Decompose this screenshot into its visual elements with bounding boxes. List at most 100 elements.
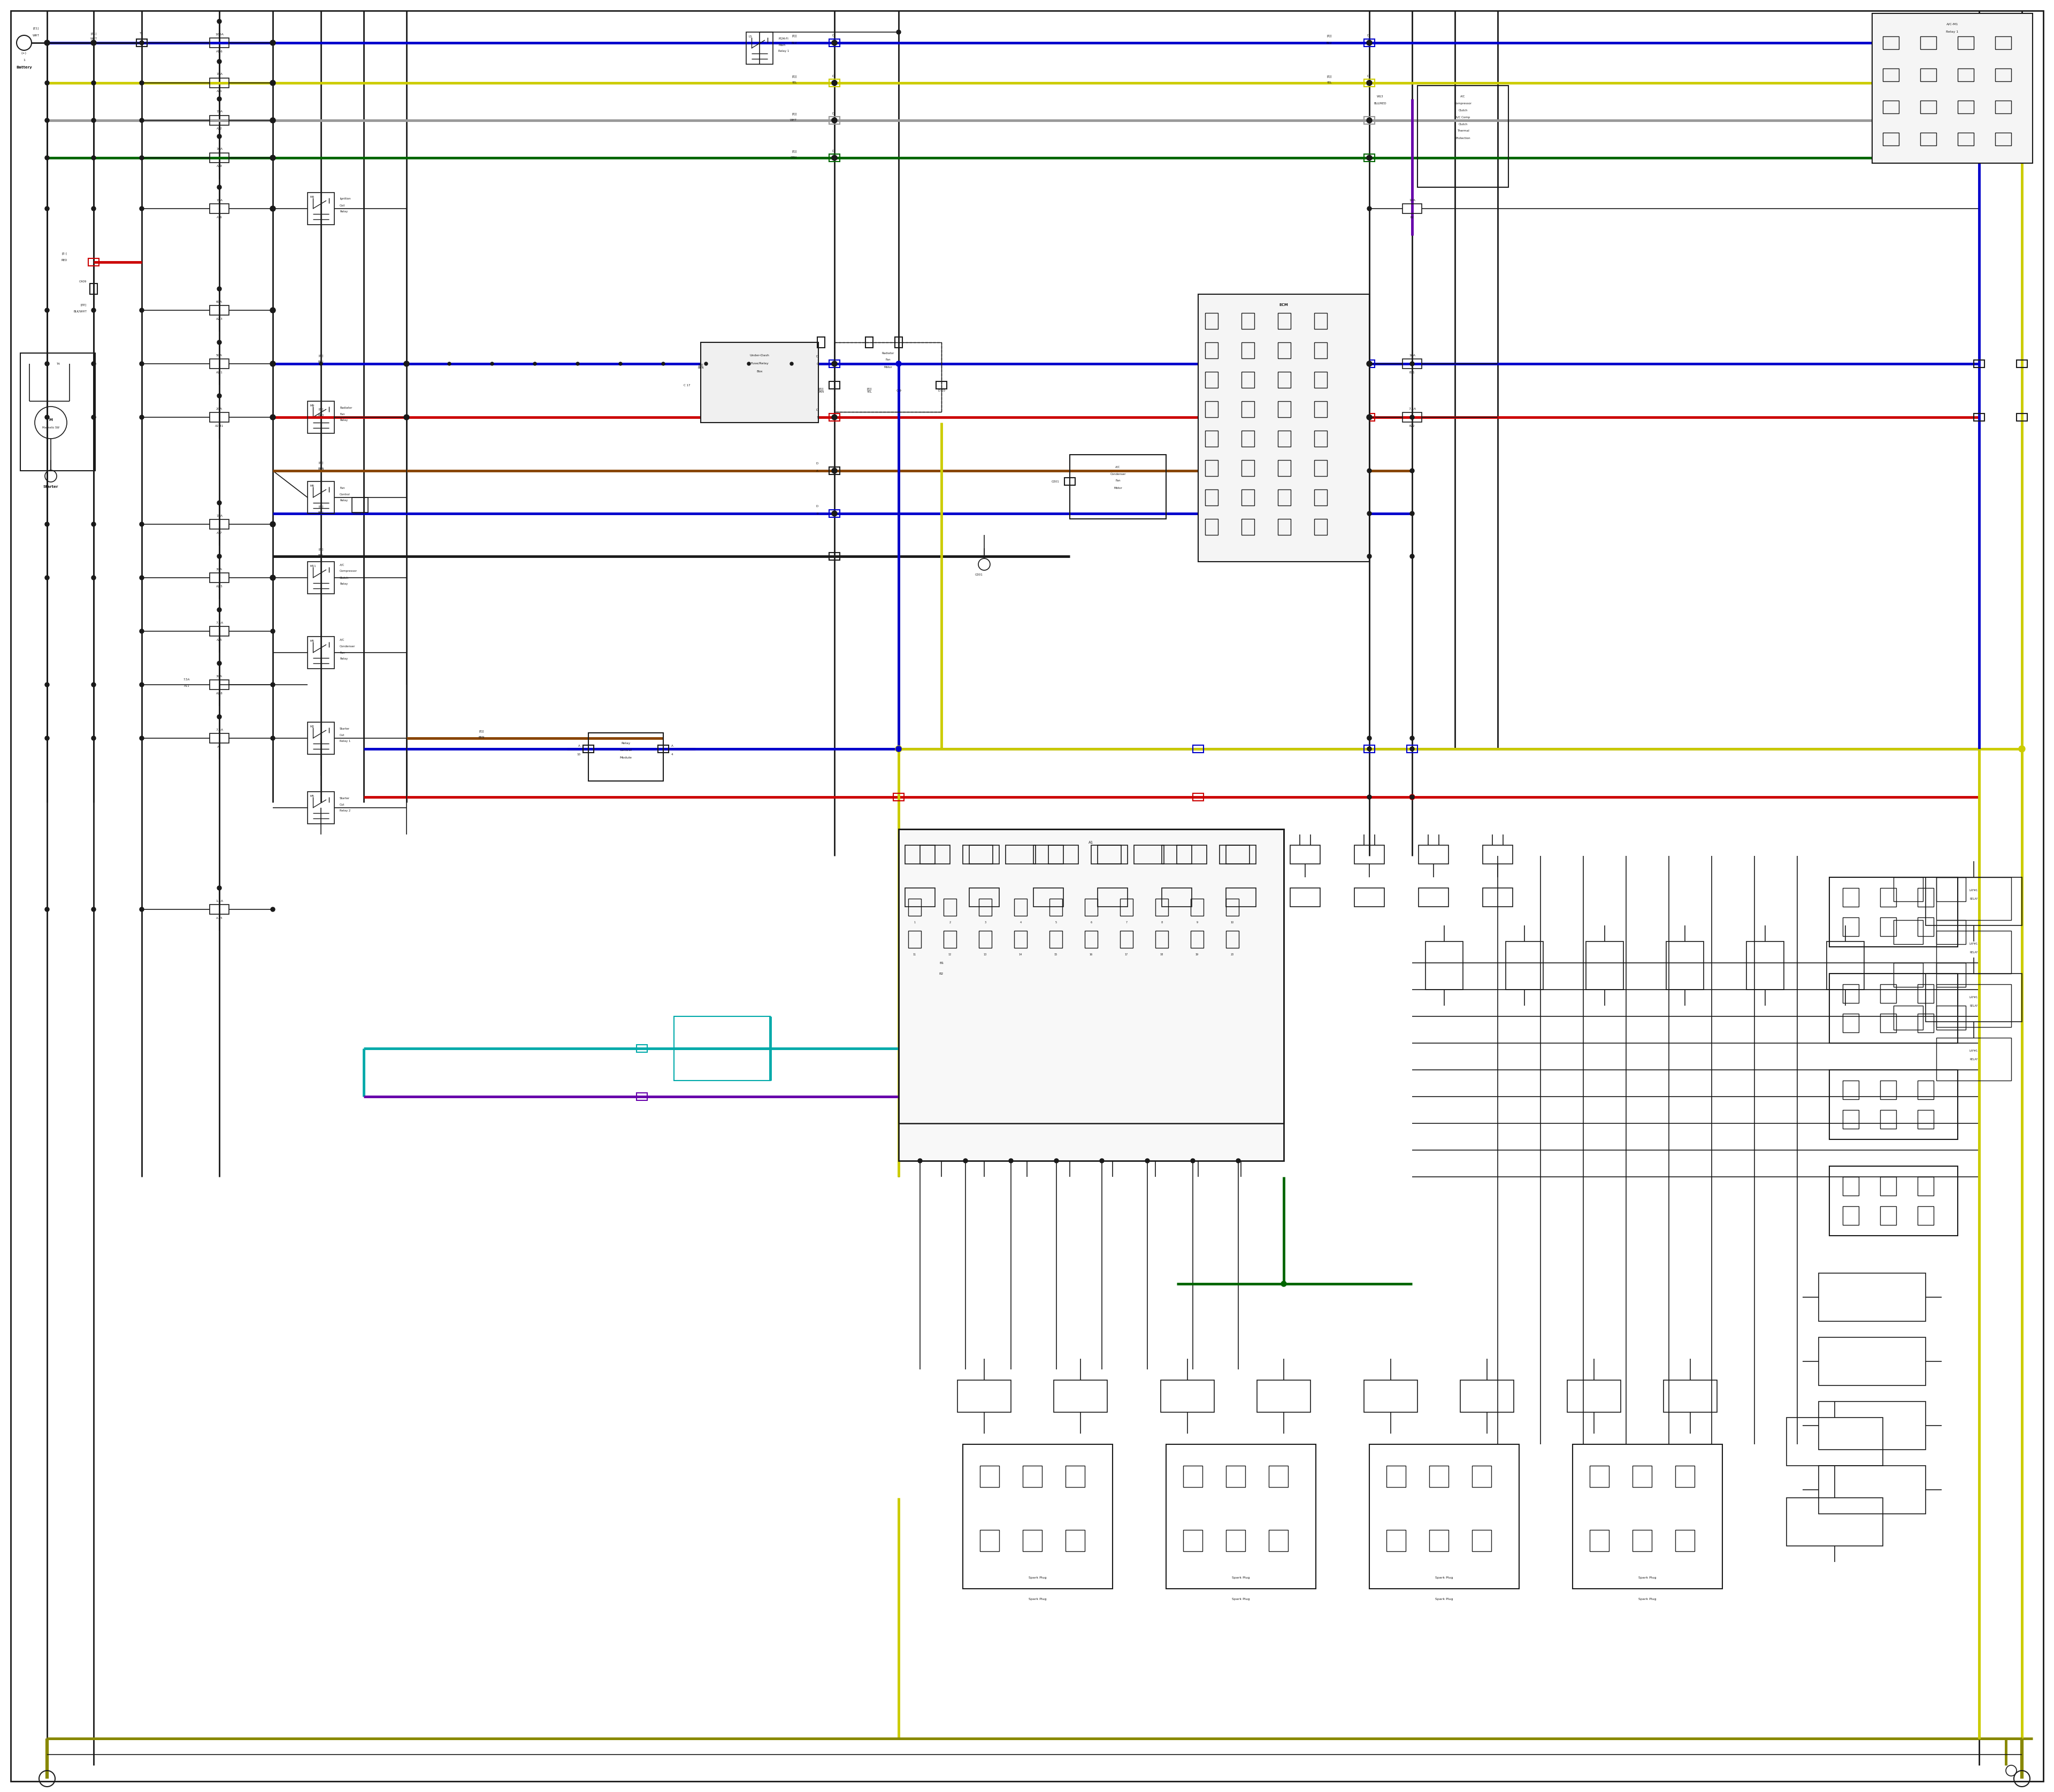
Bar — [1918, 1081, 1933, 1098]
Bar — [1315, 520, 1327, 536]
Bar — [1257, 1380, 1310, 1412]
Bar — [1920, 133, 1937, 145]
Bar — [210, 305, 228, 315]
Text: [E1]: [E1] — [90, 32, 97, 36]
Circle shape — [896, 360, 902, 366]
Text: A25: A25 — [216, 638, 222, 642]
Text: M5: M5 — [310, 794, 314, 797]
Text: [EJ]
BRN: [EJ] BRN — [698, 364, 705, 369]
Text: 1: 1 — [23, 59, 25, 61]
Circle shape — [405, 362, 409, 366]
Text: G301: G301 — [976, 573, 982, 577]
Text: 7.5A: 7.5A — [1409, 407, 1415, 410]
Bar — [1364, 79, 1374, 86]
Text: M4: M4 — [310, 195, 314, 199]
Bar — [21, 353, 94, 471]
Circle shape — [271, 39, 275, 45]
Circle shape — [140, 81, 144, 84]
Circle shape — [896, 745, 902, 751]
Text: Spark Plug: Spark Plug — [1436, 1598, 1452, 1600]
Bar — [210, 358, 228, 369]
Text: T4: T4 — [55, 362, 60, 366]
Bar — [1091, 846, 1121, 864]
Bar — [308, 482, 335, 514]
Bar — [1193, 794, 1204, 801]
Circle shape — [832, 360, 838, 366]
Circle shape — [1368, 468, 1372, 473]
Text: D: D — [1368, 75, 1370, 77]
Text: A/C-M1: A/C-M1 — [1947, 23, 1957, 25]
Text: Spark Plug: Spark Plug — [1639, 1577, 1656, 1579]
Text: Relay: Relay — [339, 658, 347, 661]
Circle shape — [271, 362, 275, 366]
Circle shape — [140, 156, 144, 159]
Text: A2-5: A2-5 — [216, 584, 222, 588]
Bar — [1417, 86, 1508, 186]
Text: A1: A1 — [1089, 840, 1093, 844]
Circle shape — [1368, 747, 1372, 751]
Bar — [963, 1444, 1113, 1590]
Bar — [2017, 79, 2027, 86]
Text: D 10: D 10 — [939, 389, 945, 392]
Circle shape — [45, 907, 49, 912]
Text: BLK: BLK — [318, 554, 325, 557]
Circle shape — [1099, 1159, 1105, 1163]
Text: A16: A16 — [216, 215, 222, 219]
Circle shape — [1368, 511, 1372, 516]
Circle shape — [271, 575, 275, 581]
Text: 19: 19 — [830, 156, 834, 159]
Circle shape — [896, 745, 902, 751]
Circle shape — [1409, 511, 1415, 516]
Bar — [980, 930, 992, 948]
Bar — [1023, 1530, 1041, 1552]
Circle shape — [271, 41, 275, 45]
Circle shape — [218, 661, 222, 665]
Text: A/C: A/C — [1460, 95, 1465, 97]
Bar — [1191, 930, 1204, 948]
Bar — [1006, 846, 1035, 864]
Text: 7.5A: 7.5A — [183, 677, 189, 681]
Bar — [1419, 846, 1448, 864]
Text: LAF#1: LAF#1 — [1970, 996, 1978, 998]
Circle shape — [92, 575, 97, 581]
Bar — [980, 898, 992, 916]
Bar — [1064, 478, 1074, 486]
Bar — [1483, 846, 1512, 864]
Bar — [1278, 430, 1290, 446]
Bar — [308, 192, 335, 224]
Bar — [900, 830, 1284, 1161]
Bar — [830, 468, 840, 475]
Circle shape — [832, 118, 838, 124]
Text: 100A: 100A — [216, 32, 224, 36]
Circle shape — [218, 394, 222, 398]
Bar — [1842, 1014, 1859, 1032]
Text: Relay: Relay — [339, 582, 347, 586]
Bar — [1241, 489, 1255, 505]
Bar — [1278, 489, 1290, 505]
Text: RELAY: RELAY — [1970, 1057, 1978, 1061]
Circle shape — [218, 97, 222, 100]
Text: YEL: YEL — [1327, 82, 1331, 84]
Text: Relay: Relay — [339, 500, 347, 502]
Circle shape — [1366, 156, 1372, 161]
Bar — [308, 722, 335, 754]
Text: M: M — [49, 418, 53, 421]
Text: Protection: Protection — [1456, 136, 1471, 140]
Text: 60A: 60A — [216, 301, 222, 303]
Text: A29: A29 — [216, 165, 222, 168]
Bar — [1085, 930, 1097, 948]
Text: Relay 2: Relay 2 — [339, 810, 351, 812]
Text: M5: M5 — [310, 640, 314, 642]
Bar — [1177, 846, 1208, 864]
Bar — [1937, 878, 2011, 919]
Text: 10A: 10A — [1409, 199, 1415, 201]
Text: LAF#1: LAF#1 — [1970, 943, 1978, 946]
Bar — [1937, 878, 1966, 901]
Text: Fan: Fan — [339, 486, 345, 489]
Text: [EJ]
ORN: [EJ] ORN — [817, 387, 824, 394]
Text: Module: Module — [620, 756, 633, 758]
Bar — [1425, 941, 1462, 989]
Bar — [1315, 401, 1327, 418]
Bar — [900, 830, 1284, 1124]
Text: B1: B1 — [939, 962, 943, 964]
